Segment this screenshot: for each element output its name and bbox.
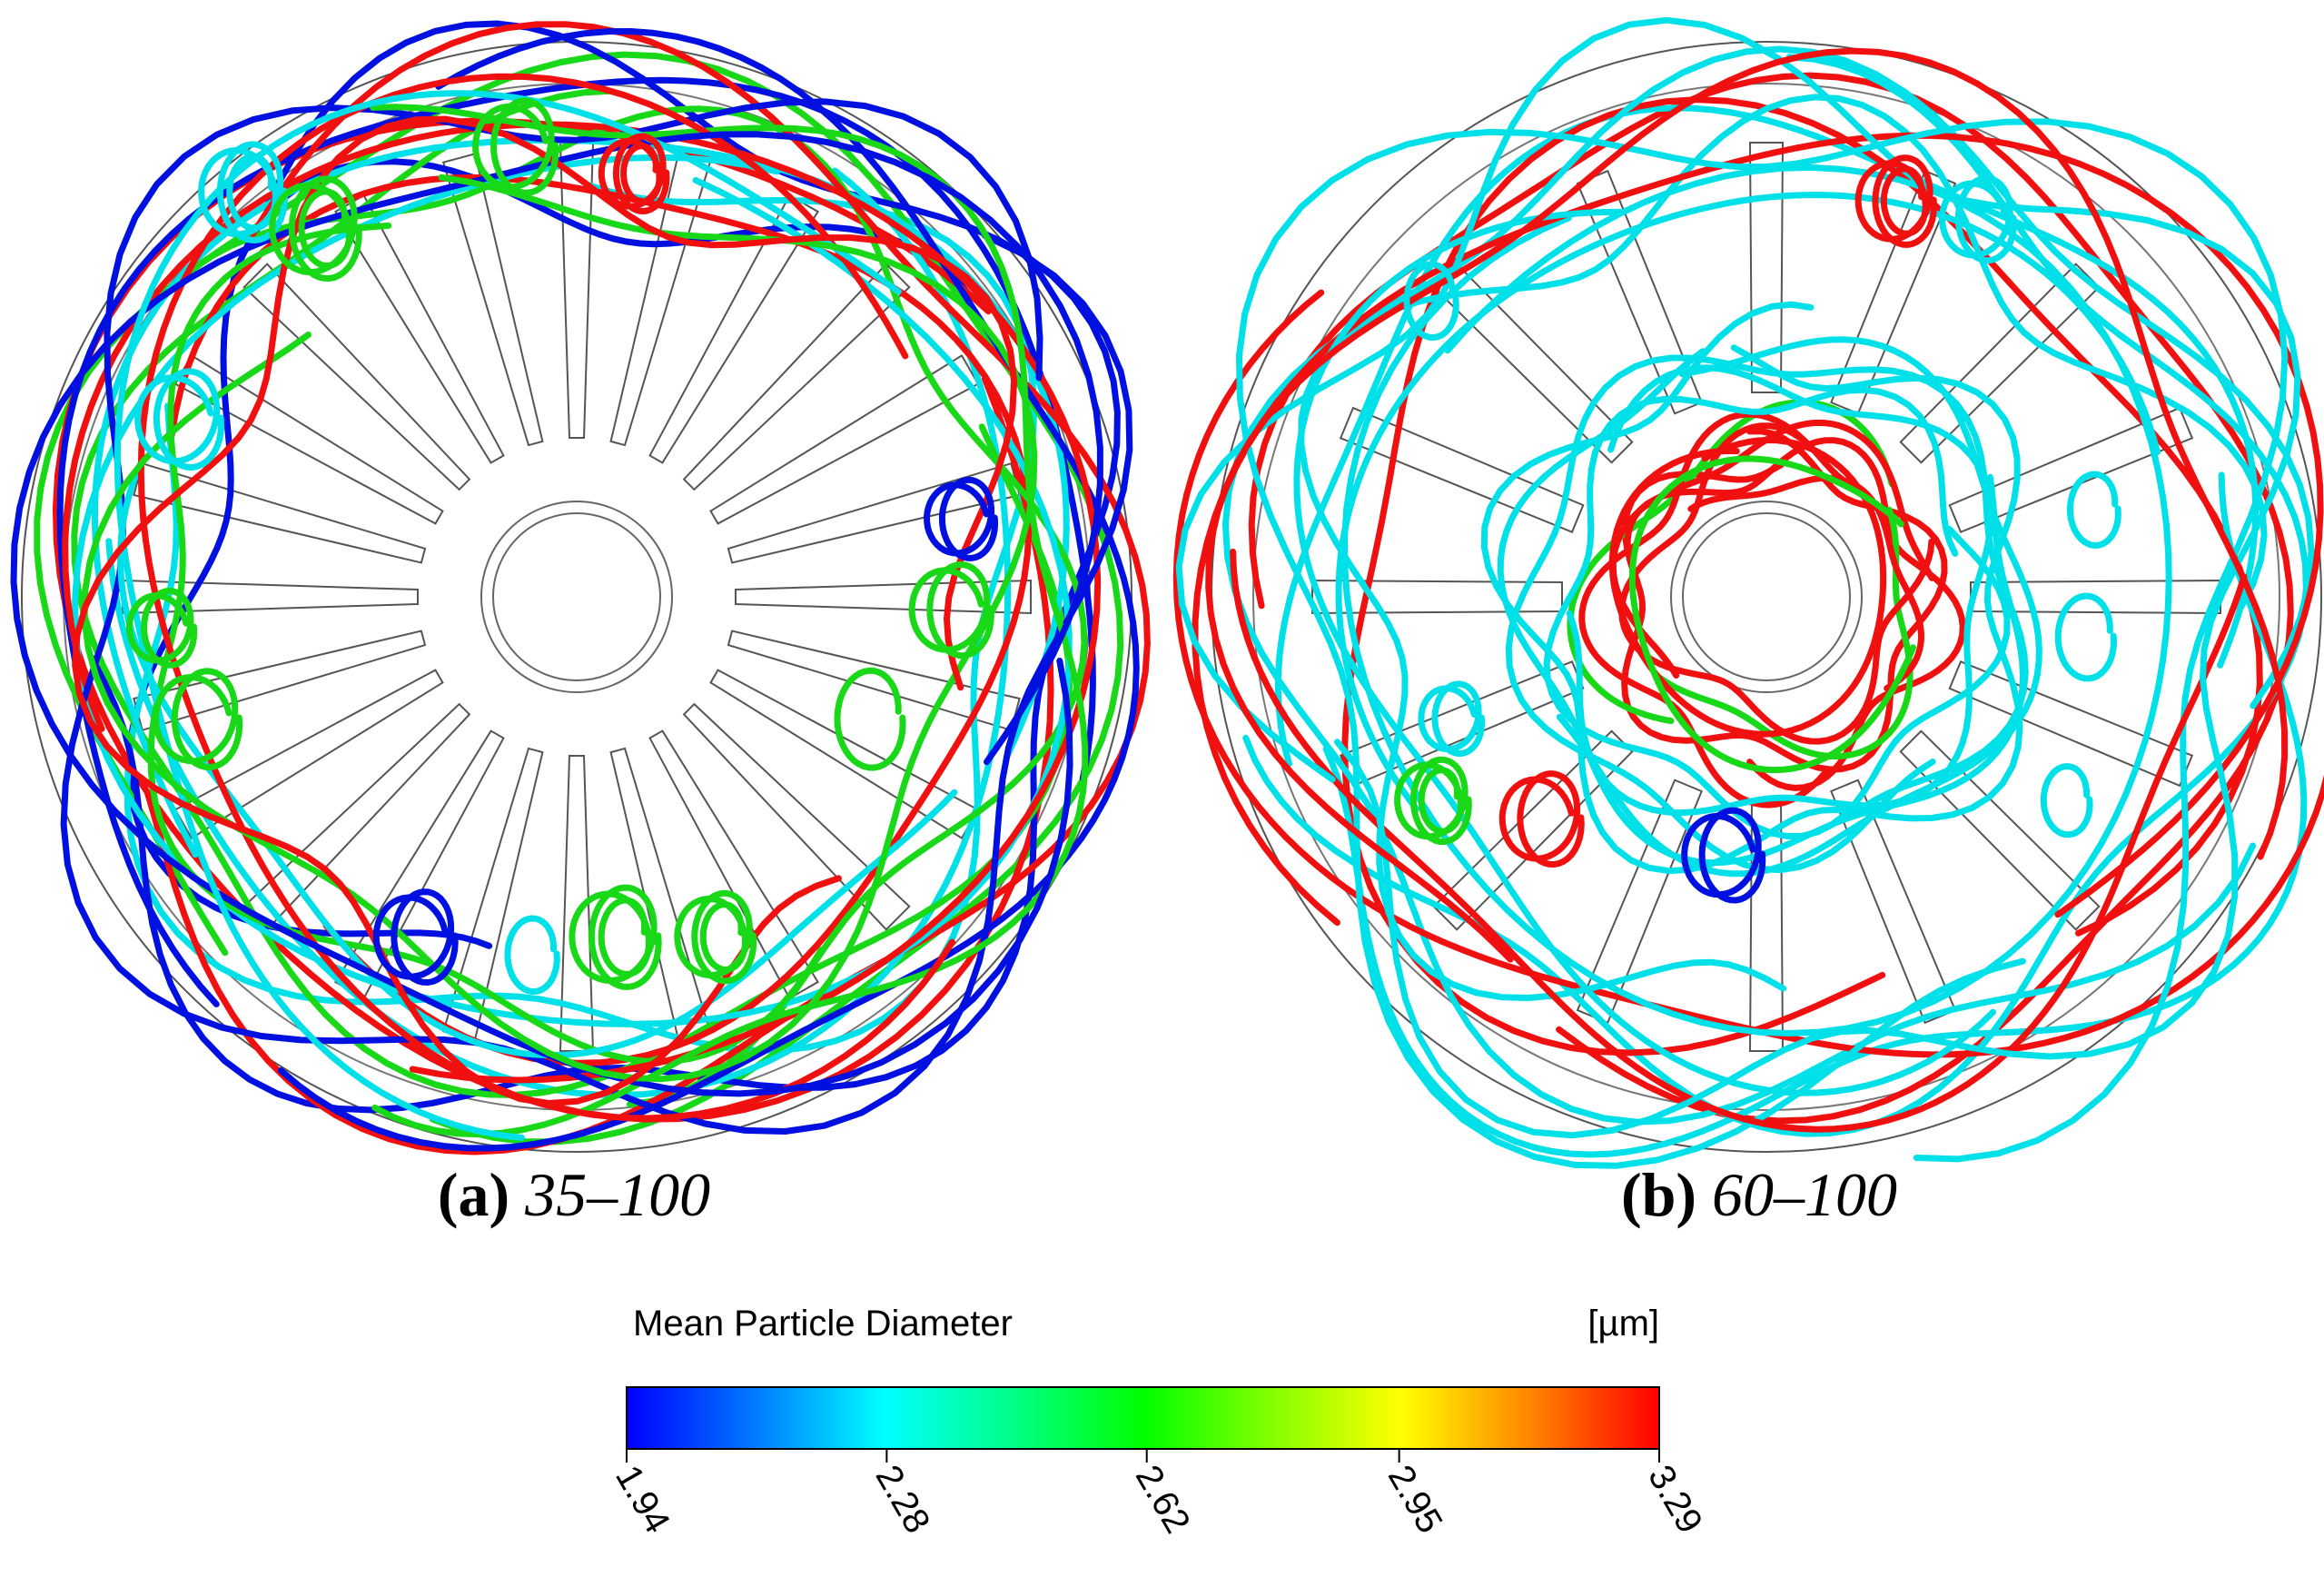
panel-range: 60–100 (1712, 1160, 1897, 1229)
slot (648, 193, 819, 464)
slot (1748, 142, 1785, 393)
slot (242, 263, 471, 491)
trajectory (1403, 261, 1459, 341)
hub (1670, 501, 1863, 693)
trajectory (1939, 174, 2017, 264)
trajectory (125, 158, 971, 949)
trajectory (1681, 807, 1766, 904)
colorbar-tick-label: 2.62 (1128, 1459, 1198, 1540)
panel-label: (a) (438, 1160, 509, 1229)
trajectories (10, 16, 2324, 1169)
colorbar (626, 1386, 1660, 1450)
trajectory (472, 97, 559, 196)
trajectory (1656, 506, 1914, 760)
colorbar-ticks: 1.94 2.28 2.62 2.95 3.29 (608, 1449, 1710, 1540)
trajectory (72, 115, 1018, 1106)
slot (709, 669, 980, 839)
panel-label: (b) (1621, 1160, 1696, 1229)
trajectory (1322, 471, 2308, 1158)
slot (1948, 660, 2194, 788)
trajectory (1418, 680, 1486, 758)
trajectory (1618, 422, 1935, 745)
trajectory (1556, 336, 2042, 878)
trajectory (147, 222, 825, 1066)
trajectory (1205, 47, 2289, 963)
trajectory (1854, 154, 1937, 248)
slot (1830, 169, 1957, 415)
trajectory (2066, 471, 2121, 549)
colorbar-unit: [µm] (1587, 1304, 1659, 1344)
slot (682, 263, 911, 491)
trajectory (1298, 94, 2268, 1001)
trajectory (1566, 364, 1994, 817)
slot (334, 729, 505, 1000)
trajectory (924, 476, 999, 561)
trajectory (1628, 455, 1916, 774)
slot (1339, 406, 1585, 533)
trajectory (126, 587, 198, 669)
trajectory (88, 20, 1121, 1114)
caption: (b) 60–100 (1621, 1160, 1897, 1229)
slot (173, 354, 444, 525)
hub-inner (1682, 512, 1851, 681)
slot (1830, 779, 1957, 1025)
trajectory (134, 368, 225, 471)
trajectory (674, 889, 757, 985)
trajectory (1394, 756, 1472, 846)
colorbar-title: Mean Particle Diameter (633, 1304, 1013, 1344)
colorbar-tick-label: 2.95 (1380, 1459, 1450, 1540)
trajectory (834, 667, 906, 771)
trajectory (153, 668, 243, 770)
trajectory (60, 98, 1133, 1135)
caption: (a) 35–100 (438, 1160, 710, 1229)
slot (1899, 729, 2101, 931)
slot (682, 702, 911, 931)
hub (480, 501, 673, 693)
trajectory (2054, 592, 2117, 682)
trajectory (1293, 208, 1997, 1096)
trajectory (143, 21, 1151, 1155)
colorbar-tick-label: 2.28 (867, 1459, 937, 1540)
rotor-edge (1252, 83, 2280, 1111)
hub-inner (492, 512, 661, 681)
colorbar-tick-label: 1.94 (608, 1459, 677, 1540)
trajectory (2040, 763, 2093, 838)
trajectory (372, 888, 459, 986)
trajectory (908, 561, 994, 660)
slot (1576, 779, 1703, 1025)
slot (609, 747, 712, 1041)
trajectory (504, 915, 560, 995)
colorbar-tick-label: 3.29 (1640, 1459, 1710, 1540)
trajectory (198, 141, 289, 243)
trajectory (1236, 118, 2289, 1169)
trajectory (1543, 386, 2011, 839)
slot (1339, 660, 1585, 788)
trajectory (1221, 45, 2315, 1126)
trajectory (1341, 96, 2263, 1056)
trajectory (269, 175, 362, 282)
trajectory (10, 131, 1103, 1097)
trajectory (1230, 548, 2248, 1133)
slot (709, 354, 980, 525)
trajectory (1498, 770, 1585, 868)
slot (648, 729, 819, 1000)
trajectory (137, 73, 955, 1122)
trajectory (569, 884, 662, 990)
trajectory (81, 174, 1038, 1083)
trajectory (1335, 192, 2161, 813)
slot (1948, 406, 2194, 533)
slot (559, 755, 595, 1052)
panel-range: 35–100 (524, 1160, 710, 1229)
trajectory (598, 133, 670, 214)
trajectory (1341, 164, 2172, 1036)
trajectory (1608, 437, 1887, 738)
